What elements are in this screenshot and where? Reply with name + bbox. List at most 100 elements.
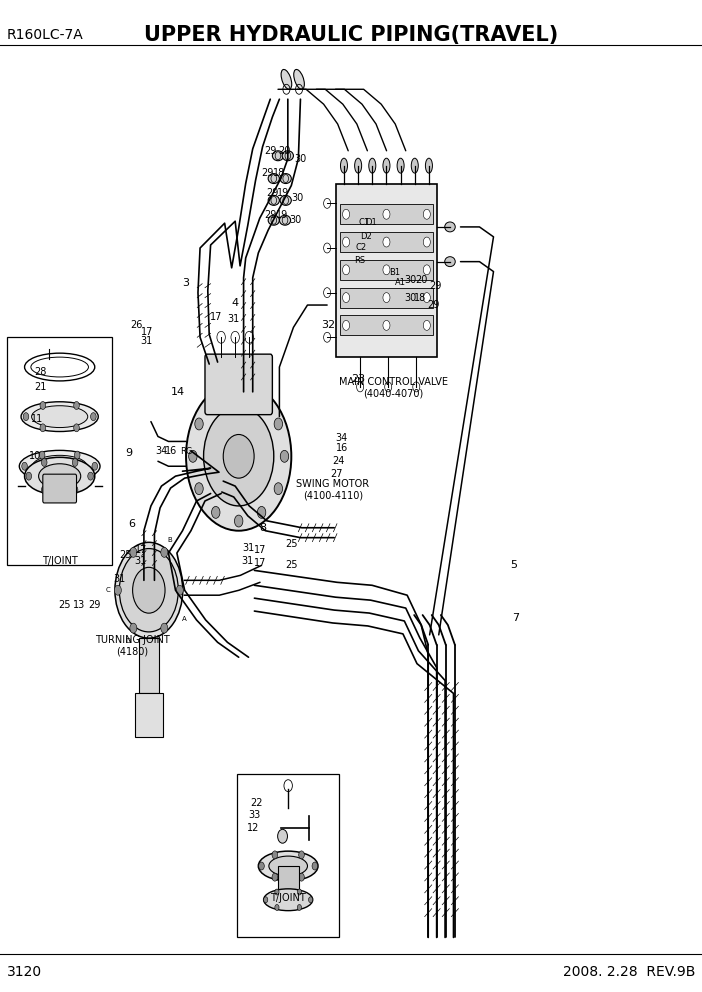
Circle shape — [91, 413, 96, 421]
Text: 25: 25 — [285, 560, 298, 570]
Ellipse shape — [397, 158, 404, 174]
Text: 18: 18 — [413, 293, 426, 303]
Ellipse shape — [268, 215, 279, 225]
Circle shape — [176, 585, 183, 595]
Bar — [277, 866, 299, 898]
Text: 23: 23 — [351, 374, 365, 384]
Circle shape — [39, 473, 45, 481]
Circle shape — [423, 265, 430, 275]
Text: TURNING JOINT
(4180): TURNING JOINT (4180) — [95, 635, 169, 657]
Text: C2: C2 — [355, 243, 366, 253]
Text: R160LC-7A: R160LC-7A — [7, 28, 84, 42]
Ellipse shape — [355, 158, 362, 174]
Circle shape — [74, 451, 80, 459]
Ellipse shape — [21, 402, 98, 432]
Circle shape — [274, 889, 279, 895]
Text: 30: 30 — [291, 193, 303, 203]
Text: D1: D1 — [365, 217, 376, 227]
Text: 33: 33 — [248, 810, 260, 820]
Circle shape — [280, 450, 289, 462]
Text: 12: 12 — [247, 823, 260, 833]
Text: T/JOINT: T/JOINT — [42, 556, 77, 565]
Text: 19: 19 — [276, 210, 289, 220]
Text: B: B — [167, 537, 172, 543]
Ellipse shape — [43, 459, 77, 473]
Text: 28: 28 — [34, 367, 47, 377]
Text: 21: 21 — [34, 382, 47, 392]
Ellipse shape — [268, 195, 279, 205]
Text: 6: 6 — [128, 519, 135, 529]
Circle shape — [22, 462, 27, 470]
Circle shape — [343, 320, 350, 330]
Text: 20: 20 — [278, 146, 291, 156]
Text: 31: 31 — [242, 543, 255, 553]
Ellipse shape — [269, 856, 307, 876]
Circle shape — [259, 862, 264, 870]
Text: D: D — [126, 638, 131, 644]
Text: 7: 7 — [512, 613, 519, 623]
Circle shape — [211, 394, 220, 406]
Text: SWING MOTOR
(4100-4110): SWING MOTOR (4100-4110) — [296, 479, 369, 501]
Circle shape — [194, 418, 203, 430]
Circle shape — [26, 472, 32, 480]
Circle shape — [41, 458, 47, 466]
Circle shape — [161, 548, 168, 558]
Text: 3: 3 — [183, 278, 190, 288]
Ellipse shape — [281, 69, 292, 89]
Text: 13: 13 — [73, 600, 86, 610]
Circle shape — [130, 623, 137, 633]
Ellipse shape — [413, 280, 425, 290]
Circle shape — [115, 543, 183, 638]
Circle shape — [114, 585, 121, 595]
Circle shape — [258, 507, 266, 519]
Text: 24: 24 — [332, 456, 345, 466]
Circle shape — [186, 382, 291, 531]
Circle shape — [161, 623, 168, 633]
Circle shape — [277, 829, 287, 843]
Text: 20: 20 — [415, 275, 428, 285]
Circle shape — [74, 424, 79, 432]
Text: 29: 29 — [264, 210, 277, 220]
Ellipse shape — [258, 851, 318, 881]
Circle shape — [264, 897, 268, 903]
Text: 32: 32 — [322, 320, 336, 330]
Circle shape — [204, 407, 274, 506]
Text: 31: 31 — [134, 557, 147, 566]
Circle shape — [274, 905, 279, 911]
FancyBboxPatch shape — [205, 354, 272, 415]
Circle shape — [234, 515, 243, 527]
Text: 18: 18 — [272, 168, 285, 178]
Text: 3120: 3120 — [7, 965, 42, 979]
Circle shape — [23, 413, 29, 421]
Text: 17: 17 — [210, 312, 223, 322]
Circle shape — [133, 567, 165, 613]
Circle shape — [383, 237, 390, 247]
Ellipse shape — [279, 215, 291, 225]
Text: T/JOINT: T/JOINT — [270, 893, 305, 903]
Ellipse shape — [268, 174, 279, 184]
Text: A: A — [183, 616, 187, 622]
Circle shape — [194, 483, 203, 495]
Text: 5: 5 — [510, 560, 517, 570]
Ellipse shape — [282, 151, 293, 161]
Text: 9: 9 — [125, 448, 132, 458]
Text: 27: 27 — [331, 469, 343, 479]
Circle shape — [343, 265, 350, 275]
Circle shape — [258, 394, 266, 406]
Bar — [340, 260, 433, 280]
Circle shape — [74, 473, 80, 481]
Circle shape — [423, 209, 430, 219]
Circle shape — [298, 905, 301, 911]
Ellipse shape — [424, 303, 435, 312]
Text: A1: A1 — [395, 278, 406, 288]
Bar — [340, 288, 433, 308]
Text: 19: 19 — [277, 188, 289, 198]
Circle shape — [298, 889, 301, 895]
Circle shape — [299, 873, 304, 881]
Circle shape — [88, 472, 93, 480]
Circle shape — [130, 548, 137, 558]
Text: 14: 14 — [171, 387, 185, 397]
Ellipse shape — [280, 174, 291, 184]
Text: 29: 29 — [264, 146, 277, 156]
Ellipse shape — [445, 257, 455, 267]
